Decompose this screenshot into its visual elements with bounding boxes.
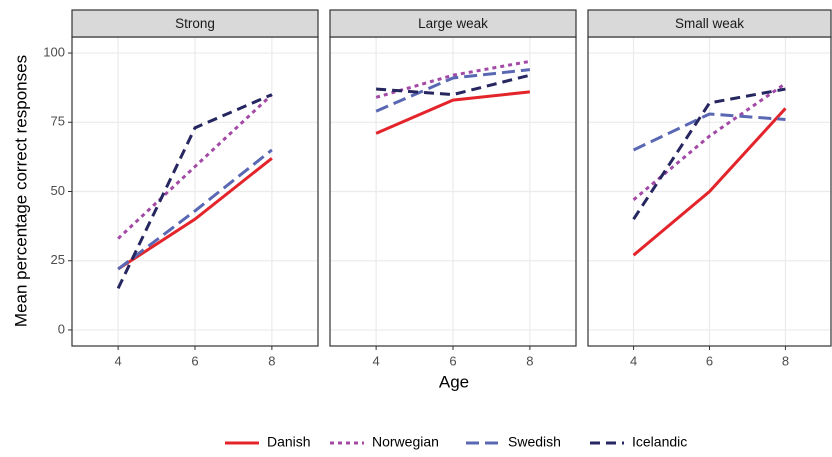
series-line: [117, 148, 273, 271]
legend-label: Swedish: [508, 434, 561, 450]
strip-label: Small weak: [675, 16, 744, 31]
x-tick-label: 6: [706, 353, 713, 368]
x-axis-title: Age: [439, 372, 469, 391]
series-line: [375, 68, 531, 113]
y-tick-label: 75: [51, 114, 65, 129]
x-tick-label: 6: [191, 353, 198, 368]
strip-label: Strong: [175, 16, 215, 31]
y-tick-label: 25: [51, 252, 65, 267]
x-tick-label: 4: [630, 353, 637, 368]
legend-label: Danish: [267, 434, 311, 450]
x-tick-label: 8: [268, 353, 275, 368]
series-line: [375, 90, 531, 135]
y-axis-title: Mean percentage correct responses: [11, 55, 30, 327]
series-line: [632, 112, 786, 152]
series-line: [632, 107, 787, 257]
x-tick-label: 8: [782, 353, 789, 368]
y-tick-label: 0: [58, 321, 65, 336]
series-line: [632, 82, 787, 201]
y-tick-label: 100: [43, 44, 65, 59]
strip: [71, 9, 319, 38]
series-line: [117, 157, 273, 271]
legend-label: Icelandic: [632, 434, 687, 450]
x-tick-label: 4: [115, 353, 122, 368]
series-line: [116, 93, 273, 290]
strip-label: Large weak: [418, 16, 488, 31]
series-line: [117, 93, 273, 240]
series-line: [376, 73, 531, 97]
x-tick-label: 8: [526, 353, 533, 368]
legend-label: Norwegian: [372, 434, 439, 450]
strip: [587, 9, 832, 38]
x-tick-label: 4: [373, 353, 380, 368]
y-tick-label: 50: [51, 183, 65, 198]
strip: [329, 9, 577, 38]
x-tick-label: 6: [449, 353, 456, 368]
